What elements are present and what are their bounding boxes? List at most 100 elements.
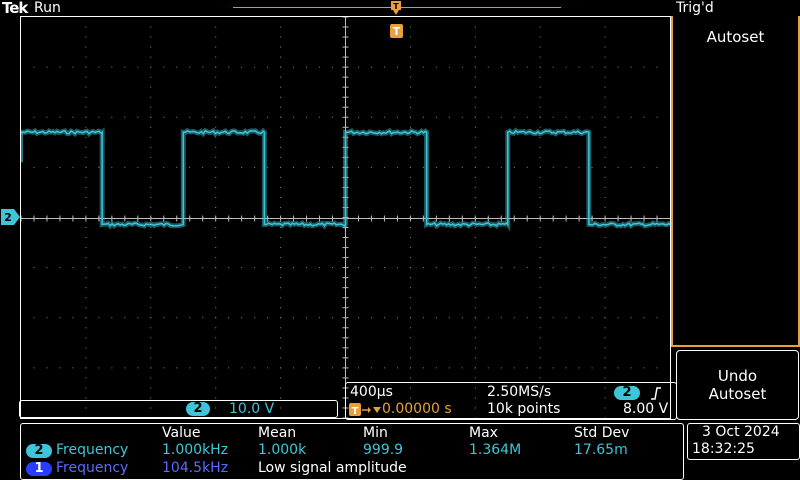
grid-dot <box>59 166 61 168</box>
grid-dot <box>539 257 541 259</box>
grid-dot <box>474 176 476 178</box>
undo-autoset-button[interactable]: Undo Autoset <box>676 350 799 420</box>
grid-dot <box>552 116 554 118</box>
grid-dot <box>215 106 217 108</box>
grid-dot <box>409 327 411 329</box>
timebase-readout[interactable]: 400µs 2.50MS/s 2 T 0.00000 s 10k points … <box>345 382 677 420</box>
grid-dot <box>85 257 87 259</box>
grid-dot <box>656 367 658 369</box>
channel-2-waveform <box>21 129 670 227</box>
grid-dot <box>526 317 528 319</box>
grid-dot <box>357 116 359 118</box>
grid-dot <box>604 196 606 198</box>
undo-label: Undo <box>717 367 758 385</box>
grid-dot <box>280 156 282 158</box>
grid-dot <box>474 136 476 138</box>
grid-dot <box>280 357 282 359</box>
grid-dot <box>202 66 204 68</box>
grid-dot <box>487 317 489 319</box>
grid-dot <box>643 317 645 319</box>
grid-dot <box>228 317 230 319</box>
grid-dot <box>604 267 606 269</box>
grid-dot <box>150 86 152 88</box>
grid-dot <box>215 86 217 88</box>
grid-dot <box>656 116 658 118</box>
grid-dot <box>409 387 411 389</box>
record-length: 10k points <box>487 401 561 417</box>
grid-dot <box>280 46 282 48</box>
grid-dot <box>474 46 476 48</box>
grid-dot <box>370 317 372 319</box>
grid-dot <box>539 176 541 178</box>
grid-dot <box>215 387 217 389</box>
grid-dot <box>552 267 554 269</box>
grid-dot <box>280 26 282 28</box>
waveform-display[interactable] <box>20 16 671 419</box>
grid-dot <box>189 66 191 68</box>
autoset-button[interactable]: Autoset <box>706 28 765 46</box>
grid-dot <box>526 267 528 269</box>
grid-dot <box>604 357 606 359</box>
grid-dot <box>630 66 632 68</box>
channel-scale-value: 10.0 V <box>229 401 275 417</box>
grid-dot <box>409 66 411 68</box>
grid-dot <box>630 317 632 319</box>
grid-dot <box>85 156 87 158</box>
grid-dot <box>474 86 476 88</box>
grid-dot <box>33 116 35 118</box>
grid-dot <box>254 116 256 118</box>
grid-dot <box>409 196 411 198</box>
grid-dot <box>578 317 580 319</box>
trigger-position-label: T <box>393 2 399 11</box>
grid-dot <box>241 367 243 369</box>
channel-2-ground-marker-icon[interactable]: 2 <box>1 209 20 225</box>
grid-dot <box>487 66 489 68</box>
grid-dot <box>150 337 152 339</box>
measurement-table[interactable]: Value Mean Min Max Std Dev 2 Frequency 1… <box>20 423 684 480</box>
grid-dot <box>241 267 243 269</box>
sample-rate: 2.50MS/s <box>487 384 552 400</box>
grid-dot <box>409 357 411 359</box>
grid-dot <box>396 66 398 68</box>
grid-dot <box>150 237 152 239</box>
grid-dot <box>319 267 321 269</box>
measurement-max: 1.364M <box>469 442 522 458</box>
grid-dot <box>98 116 100 118</box>
grid-dot <box>124 66 126 68</box>
grid-dot <box>539 377 541 379</box>
measurement-value: 1.000kHz <box>162 442 229 458</box>
grid-dot <box>85 206 87 208</box>
grid-dot <box>215 287 217 289</box>
grid-dot <box>604 347 606 349</box>
grid-dot <box>150 186 152 188</box>
grid-dot <box>163 267 165 269</box>
grid-dot <box>565 116 567 118</box>
grid-dot <box>539 116 541 118</box>
grid-dot <box>306 267 308 269</box>
grid-dot <box>539 76 541 78</box>
grid-dot <box>280 166 282 168</box>
grid-dot <box>280 96 282 98</box>
grid-dot <box>500 367 502 369</box>
grid-dot <box>422 166 424 168</box>
grid-dot <box>85 287 87 289</box>
grid-dot <box>280 176 282 178</box>
grid-dot <box>487 116 489 118</box>
grid-dot <box>267 267 269 269</box>
grid-dot <box>604 26 606 28</box>
channel-scale-readout[interactable]: 2 10.0 V <box>19 400 338 418</box>
grid-dot <box>539 126 541 128</box>
grid-dot <box>59 367 61 369</box>
grid-dot <box>539 417 541 418</box>
grid-dot <box>409 267 411 269</box>
grid-dot <box>267 166 269 168</box>
grid-dot <box>202 267 204 269</box>
grid-dot <box>85 227 87 229</box>
grid-dot <box>189 317 191 319</box>
grid-dot <box>539 287 541 289</box>
grid-dot <box>578 367 580 369</box>
grid-dot <box>280 247 282 249</box>
grid-dot <box>254 267 256 269</box>
grid-dot <box>409 367 411 369</box>
measurement-std-dev: 17.65m <box>574 442 628 458</box>
